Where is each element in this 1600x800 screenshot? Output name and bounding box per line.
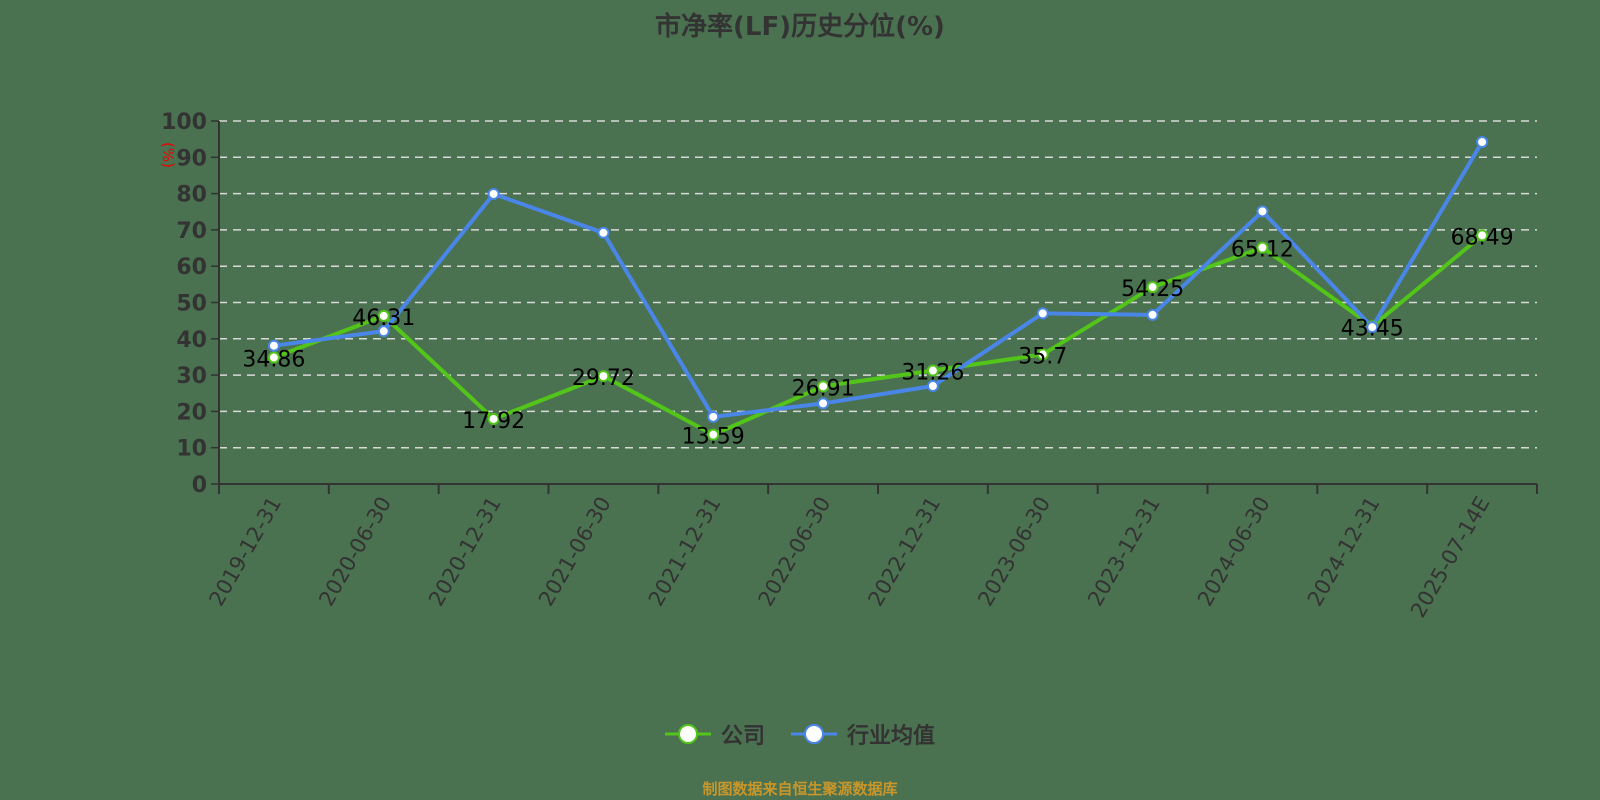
y-tick-label: 0	[192, 473, 207, 498]
y-tick-label: 30	[176, 364, 207, 389]
x-tick-label: 2025-07-14E	[1406, 493, 1494, 622]
data-point[interactable]	[1476, 229, 1489, 242]
x-tick-label: 2022-12-31	[863, 493, 945, 611]
data-label: 29.72	[572, 366, 635, 391]
data-point[interactable]	[1256, 205, 1269, 218]
data-point[interactable]	[377, 309, 390, 322]
data-point[interactable]	[1146, 281, 1159, 294]
data-label: 46.31	[352, 306, 415, 331]
y-tick-label: 100	[161, 110, 207, 135]
legend-item-company[interactable]: 公司	[664, 718, 765, 750]
data-point[interactable]	[707, 410, 720, 423]
y-tick-label: 10	[176, 437, 207, 462]
data-label: 65.12	[1231, 238, 1294, 263]
data-point[interactable]	[926, 364, 939, 377]
x-tick-label: 2019-12-31	[204, 493, 286, 611]
x-tick-label: 2022-06-30	[754, 493, 836, 611]
data-point[interactable]	[1036, 348, 1049, 361]
x-tick-label: 2024-12-31	[1303, 493, 1385, 611]
data-label: 68.49	[1451, 225, 1514, 250]
legend-item-industry[interactable]: 行业均值	[791, 718, 935, 750]
data-point[interactable]	[1476, 136, 1489, 149]
x-tick-label: 2024-06-30	[1193, 493, 1275, 611]
y-tick-label: 20	[176, 400, 207, 425]
y-tick-label: 70	[176, 219, 207, 244]
data-point[interactable]	[267, 339, 280, 352]
data-label: 43.45	[1341, 316, 1404, 341]
data-label: 13.59	[682, 425, 745, 450]
blue-line-marker-icon	[791, 724, 837, 744]
data-label: 31.26	[901, 361, 964, 386]
data-point[interactable]	[267, 351, 280, 364]
data-point[interactable]	[707, 428, 720, 441]
x-tick-label: 2023-12-31	[1083, 493, 1165, 611]
y-tick-label: 40	[176, 328, 207, 353]
series-line-1	[273, 141, 1484, 419]
y-tick-label: 50	[176, 292, 207, 317]
data-label: 34.86	[242, 347, 305, 372]
data-point[interactable]	[1036, 307, 1049, 320]
legend: 公司 行业均值	[0, 718, 1600, 750]
data-point[interactable]	[377, 325, 390, 338]
data-point[interactable]	[1146, 308, 1159, 321]
green-line-marker-icon	[664, 724, 711, 744]
x-tick-label: 2020-06-30	[314, 493, 396, 611]
legend-label-company: 公司	[720, 724, 765, 749]
x-tick-label: 2021-06-30	[534, 493, 616, 611]
data-point[interactable]	[1366, 321, 1379, 334]
data-label: 17.92	[462, 409, 525, 434]
data-source-footer: 制图数据来自恒生聚源数据库	[702, 780, 898, 798]
data-point[interactable]	[487, 412, 500, 425]
y-axis-label: (%)	[159, 142, 177, 168]
x-tick-label: 2023-06-30	[973, 493, 1055, 611]
y-tick-label: 80	[176, 183, 207, 208]
data-label: 26.91	[792, 376, 855, 401]
legend-label-industry: 行业均值	[847, 724, 936, 749]
data-point[interactable]	[1256, 241, 1269, 254]
data-point[interactable]	[597, 226, 610, 239]
x-tick-label: 2021-12-31	[644, 493, 726, 611]
chart-title: 市净率(LF)历史分位(%)	[655, 12, 945, 42]
y-tick-label: 90	[176, 146, 207, 171]
data-point[interactable]	[926, 379, 939, 392]
y-tick-label: 60	[176, 255, 207, 280]
series-line-0	[273, 233, 1484, 437]
data-label: 54.25	[1121, 277, 1184, 302]
data-point[interactable]	[597, 370, 610, 383]
data-point[interactable]	[487, 187, 500, 200]
data-label: 35.7	[1018, 344, 1067, 369]
data-point[interactable]	[817, 397, 830, 410]
data-point[interactable]	[817, 380, 830, 393]
x-tick-label: 2020-12-31	[424, 493, 506, 611]
